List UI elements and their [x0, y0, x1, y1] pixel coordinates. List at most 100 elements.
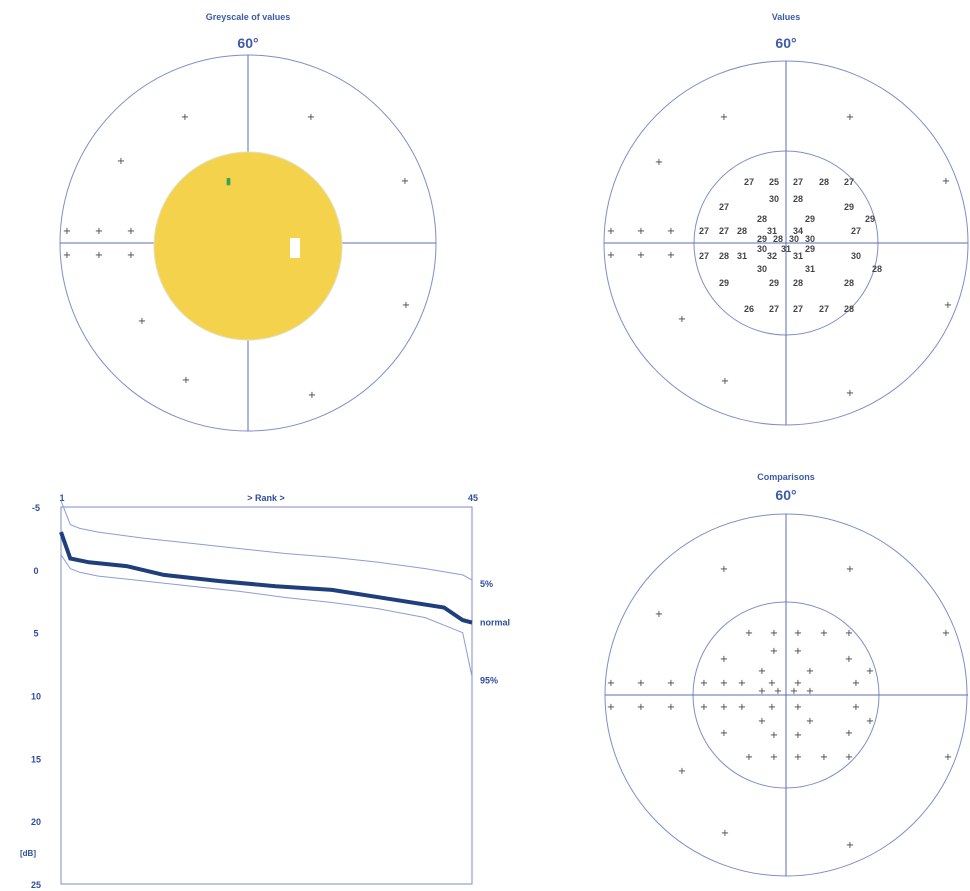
values-number: 27 — [769, 304, 779, 314]
comparisons-point-mark: + — [845, 628, 853, 639]
comparisons-point-mark: + — [942, 628, 950, 639]
comparisons-point-mark: + — [806, 666, 814, 677]
comparisons-point-mark: + — [790, 686, 798, 697]
values-point-mark: + — [944, 300, 952, 311]
comparisons-point-mark: + — [607, 678, 615, 689]
values-number: 31 — [781, 244, 791, 254]
comparisons-point-mark: + — [667, 678, 675, 689]
greyscale-panel: Greyscale of values 60° ▮ + + + + + + + + + + + + + + — [59, 12, 437, 432]
greyscale-point-mark: + — [307, 112, 315, 123]
values-number: 30 — [851, 251, 861, 261]
comparisons-point-mark: + — [770, 730, 778, 741]
comparisons-point-mark: + — [637, 702, 645, 713]
comparisons-point-mark: + — [866, 716, 874, 727]
comparisons-point-mark: + — [794, 646, 802, 657]
values-point-mark: + — [655, 157, 663, 168]
values-number: 29 — [805, 244, 815, 254]
values-point-mark: + — [720, 112, 728, 123]
comparisons-point-mark: + — [770, 628, 778, 639]
greyscale-point-mark: + — [138, 316, 146, 327]
values-number: 29 — [865, 214, 875, 224]
rank-panel: > Rank > 1 45 [dB] -5 0 5 10 15 20 25 5% normal… — [20, 493, 510, 890]
values-number: 32 — [767, 251, 777, 261]
values-title: Values — [772, 12, 801, 22]
rank-y-tick-label: 5 — [33, 629, 38, 639]
greyscale-blind-spot — [290, 238, 300, 258]
comparisons-point-mark: + — [846, 564, 854, 575]
values-number: 28 — [844, 278, 854, 288]
rank-series-line — [60, 500, 473, 581]
greyscale-point-mark: + — [308, 390, 316, 401]
rank-xtick-last: 45 — [468, 493, 478, 503]
comparisons-point-mark: + — [794, 752, 802, 763]
comparisons-title: Comparisons — [757, 472, 815, 482]
comparisons-point-mark: + — [866, 666, 874, 677]
values-marks: + + + + + + + + + + + + + + — [607, 112, 952, 399]
rank-series-label: 95% — [480, 676, 498, 686]
comparisons-point-mark: + — [845, 654, 853, 665]
rank-y-tick-label: 15 — [31, 754, 41, 764]
comparisons-point-mark: + — [820, 752, 828, 763]
comparisons-point-mark: + — [820, 628, 828, 639]
comparisons-point-mark: + — [758, 716, 766, 727]
rank-xtick-first: 1 — [59, 493, 64, 503]
comparisons-point-mark: + — [770, 752, 778, 763]
comparisons-marks: + + + + + + + + + + + + + + + + + + + + + + + + + + + + + + + + + + + + + + + +… — [607, 564, 952, 851]
rank-series-line — [60, 554, 473, 677]
comparisons-point-mark: + — [678, 766, 686, 777]
greyscale-point-mark: + — [401, 176, 409, 187]
values-point-mark: + — [678, 314, 686, 325]
comparisons-point-mark: + — [738, 678, 746, 689]
comparisons-point-mark: + — [774, 686, 782, 697]
rank-ylabel: [dB] — [20, 849, 36, 858]
comparisons-point-mark: + — [720, 728, 728, 739]
comparisons-point-mark: + — [944, 752, 952, 763]
values-number: 30 — [805, 234, 815, 244]
values-point-mark: + — [607, 250, 615, 261]
values-number: 31 — [793, 251, 803, 261]
values-number: 28 — [793, 194, 803, 204]
values-number: 25 — [769, 177, 779, 187]
values-point-mark: + — [721, 376, 729, 387]
values-field-label: 60° — [775, 35, 796, 51]
values-number: 27 — [699, 226, 709, 236]
comparisons-point-mark: + — [720, 654, 728, 665]
comparisons-point-mark: + — [794, 702, 802, 713]
comparisons-point-mark: + — [738, 702, 746, 713]
values-number: 29 — [719, 278, 729, 288]
greyscale-point-mark: + — [127, 250, 135, 261]
greyscale-marks: + + + + + + + + + + + + + + — [63, 112, 410, 401]
values-number: 27 — [793, 304, 803, 314]
values-number: 27 — [699, 251, 709, 261]
values-number: 28 — [757, 214, 767, 224]
values-number: 31 — [767, 226, 777, 236]
comparisons-point-mark: + — [770, 646, 778, 657]
rank-y-tick-label: 20 — [31, 817, 41, 827]
rank-series — [59, 500, 473, 677]
rank-y-tick-label: 25 — [31, 880, 41, 890]
greyscale-point-mark: + — [182, 375, 190, 386]
rank-y-tick-label: 10 — [31, 692, 41, 702]
greyscale-green-mark: ▮ — [226, 176, 231, 186]
comparisons-point-mark: + — [758, 686, 766, 697]
values-point-mark: + — [637, 226, 645, 237]
greyscale-point-mark: + — [95, 226, 103, 237]
values-number: 31 — [737, 251, 747, 261]
values-number: 28 — [793, 278, 803, 288]
values-point-mark: + — [846, 112, 854, 123]
values-number: 27 — [851, 226, 861, 236]
values-point-mark: + — [667, 250, 675, 261]
values-number: 28 — [773, 234, 783, 244]
values-point-mark: + — [607, 226, 615, 237]
values-number: 27 — [719, 226, 729, 236]
comparisons-point-mark: + — [852, 678, 860, 689]
values-number: 30 — [769, 194, 779, 204]
values-number: 30 — [789, 234, 799, 244]
values-point-mark: + — [637, 250, 645, 261]
comparisons-point-mark: + — [794, 678, 802, 689]
comparisons-point-mark: + — [852, 702, 860, 713]
comparisons-point-mark: + — [667, 702, 675, 713]
comparisons-point-mark: + — [745, 752, 753, 763]
